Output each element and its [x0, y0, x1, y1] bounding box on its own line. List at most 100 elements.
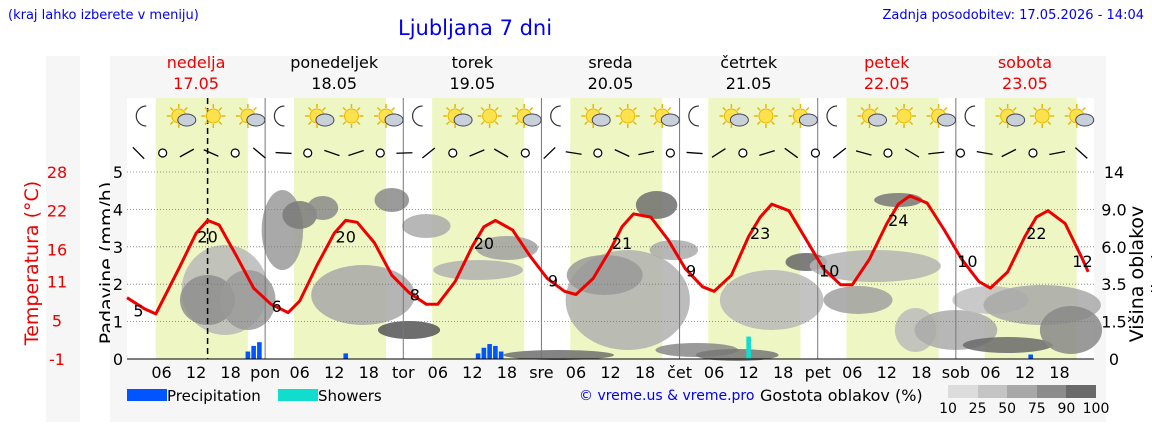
day-date-label: 18.05	[311, 74, 357, 93]
sun-ray	[446, 121, 450, 126]
cloud-density-area	[695, 349, 779, 361]
temperature-value-label: 8	[410, 286, 420, 305]
sun-ray	[756, 121, 761, 126]
wind-barb-icon	[1001, 148, 1017, 158]
precipitation-tick-label: 2	[113, 275, 123, 294]
sun-icon	[201, 104, 226, 128]
cloud-height-tick-label: 14	[1104, 163, 1124, 182]
sun-ray	[480, 121, 485, 126]
precipitation-bar	[481, 347, 487, 359]
wind-barb-icon	[469, 149, 485, 157]
cloud-density-area	[503, 350, 614, 360]
day-date-label: 21.05	[726, 74, 772, 93]
sun-icon	[615, 104, 640, 128]
wind-barb-icon	[565, 151, 582, 155]
density-tick-label: 100	[1082, 401, 1110, 417]
cloud-height-tick-label: 9.0	[1101, 200, 1126, 219]
temp-axis-band	[46, 56, 80, 422]
sun-ray	[238, 121, 243, 126]
precipitation-bar	[475, 353, 481, 359]
wind-barb-icon	[324, 149, 340, 157]
day-name-label: nedelja	[167, 53, 226, 72]
precipitation-tick-label: 0	[113, 350, 123, 369]
temperature-value-label: 6	[272, 297, 282, 316]
sun-disc	[205, 108, 221, 124]
sun-ray	[722, 121, 727, 126]
day-name-label: ponedeljek	[290, 53, 379, 72]
sun-icon	[892, 104, 917, 128]
sun-ray	[1081, 106, 1086, 111]
sun-ray	[169, 106, 174, 111]
sun-ray	[307, 121, 312, 126]
sun-ray	[653, 121, 658, 126]
sun-ray	[183, 106, 188, 111]
precipitation-tick-label: 4	[113, 200, 123, 219]
x-tick-label: tor	[392, 363, 415, 382]
showers-legend-swatch	[278, 389, 318, 401]
sun-ray	[998, 121, 1003, 126]
cloud-density-area	[402, 214, 451, 238]
sun-disc	[758, 108, 774, 124]
sun-ray	[377, 121, 381, 126]
wind-barb-icon	[904, 148, 920, 158]
cloud-density-area	[823, 286, 893, 314]
sun-ray	[771, 121, 775, 126]
precipitation-bar	[251, 345, 256, 359]
temperature-tick-label: 11	[47, 273, 67, 292]
cloud-density-legend-label: Gostota oblakov (%)	[760, 386, 923, 405]
day-date-label: 23.05	[1002, 74, 1048, 93]
sun-ray	[722, 106, 727, 111]
wind-barb-icon	[614, 149, 630, 157]
density-tick-label: 25	[968, 401, 987, 417]
sun-ray	[909, 106, 914, 111]
day-name-label: torek	[452, 53, 494, 72]
precipitation-bar	[245, 351, 251, 359]
x-tick-label: 12	[462, 363, 482, 382]
day-name-label: sreda	[588, 53, 632, 72]
wind-barb-icon	[1049, 150, 1066, 156]
sun-ray	[446, 106, 450, 111]
x-tick-label: sob	[942, 363, 970, 382]
day-date-label: 22.05	[864, 74, 910, 93]
sun-ray	[494, 106, 499, 111]
precipitation-bar	[1028, 354, 1033, 359]
cloud-height-tick-label: 0	[1109, 350, 1119, 369]
temperature-tick-label: 5	[52, 311, 62, 330]
sun-ray	[307, 106, 312, 111]
precipitation-tick-label: 5	[113, 163, 123, 182]
x-tick-label: 18	[497, 363, 517, 382]
sun-ray	[356, 121, 361, 126]
sun-ray	[342, 106, 347, 111]
wind-barb-icon	[179, 148, 195, 158]
wind-calm-icon	[375, 148, 385, 158]
x-tick-label: 18	[635, 363, 655, 382]
x-tick-label: pet	[805, 363, 831, 382]
x-tick-label: 12	[600, 363, 620, 382]
cloud-icon	[522, 113, 542, 127]
wind-calm-icon	[738, 148, 748, 158]
sun-ray	[771, 106, 775, 111]
wind-barb-icon	[421, 147, 436, 159]
precipitation-tick-label: 3	[113, 238, 123, 257]
sun-ray	[1033, 106, 1038, 111]
x-tick-label: 06	[428, 363, 448, 382]
sun-ray	[618, 106, 623, 111]
temperature-value-label: 9	[686, 262, 696, 281]
precipitation-legend-label: Precipitation	[167, 387, 261, 405]
copyright-link[interactable]: © vreme.us & vreme.pro	[579, 388, 755, 404]
cloud-icon	[1006, 113, 1026, 127]
temperature-value-label: 22	[1026, 224, 1046, 243]
wind-barb-icon	[493, 148, 509, 158]
cloud-height-tick-label: 3.5	[1101, 275, 1126, 294]
sun-ray	[204, 121, 209, 126]
wind-barb-icon	[252, 147, 266, 159]
wind-calm-icon	[158, 148, 168, 158]
wind-barb-icon	[275, 151, 292, 155]
precipitation-tick-label: 1	[113, 313, 123, 332]
wind-barb-icon	[976, 150, 993, 156]
sun-ray	[1067, 106, 1072, 111]
temperature-value-label: 20	[197, 227, 217, 246]
temperature-value-label: 9	[548, 271, 558, 290]
wind-calm-icon	[230, 148, 240, 158]
sun-ray	[322, 106, 326, 111]
